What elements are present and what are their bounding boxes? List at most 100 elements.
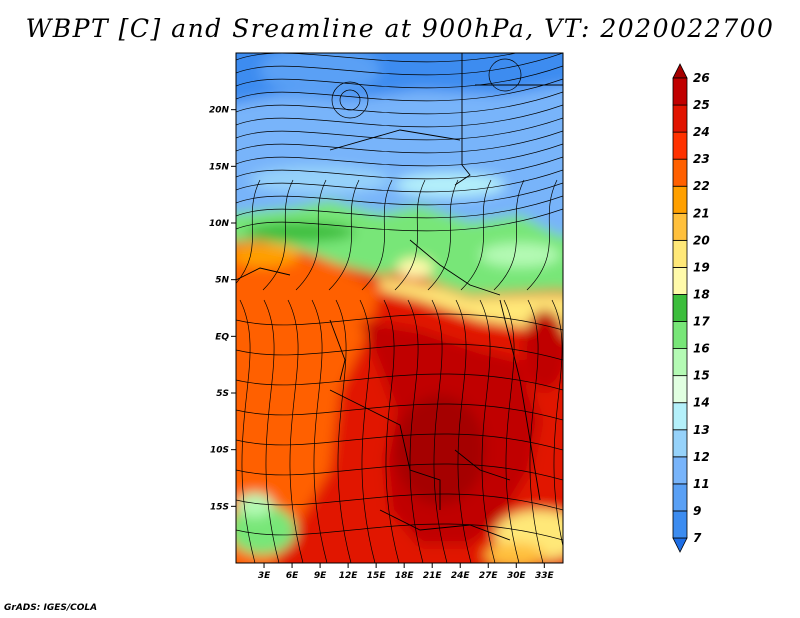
- colorbar-segment: [672, 348, 688, 377]
- colorbar-segment: [672, 239, 688, 268]
- border-line: [329, 389, 441, 510]
- longitude-axis: 3E 6E 9E 12E 15E 18E 21E 24E 27E 30E 33E: [258, 563, 555, 581]
- streamline: [503, 299, 520, 563]
- colorbar-label: 22: [693, 179, 710, 193]
- streamline: [236, 373, 563, 391]
- streamline: [236, 493, 563, 511]
- streamline: [239, 299, 256, 563]
- colorbar-segment: [672, 483, 688, 512]
- colorbar-label: 19: [693, 260, 710, 274]
- colorbar-segment: [672, 375, 688, 404]
- streamline: [460, 179, 492, 291]
- streamline: [236, 156, 563, 180]
- country-borders: [236, 53, 563, 541]
- border-line: [236, 267, 291, 281]
- colorbar: 7 9 11 12 13 14 15 16 17 18 19 20 21 22 23 24 25 26: [672, 63, 710, 553]
- streamline: [262, 179, 294, 291]
- lat-tick-label: 5N: [215, 276, 229, 286]
- colorbar-segment: [672, 212, 688, 241]
- streamline: [427, 179, 459, 291]
- border-line: [329, 319, 346, 381]
- border-line: [409, 239, 501, 296]
- lon-tick-label: 18E: [395, 571, 415, 581]
- lon-tick-label: 21E: [423, 571, 443, 581]
- streamline: [479, 299, 496, 563]
- colorbar-label: 25: [693, 98, 710, 112]
- streamline: [359, 299, 376, 563]
- colorbar-label: 13: [693, 423, 710, 437]
- colorbar-segment: [672, 321, 688, 349]
- lat-tick-label: 10N: [209, 219, 230, 229]
- lat-tick-label: 5S: [216, 389, 229, 399]
- streamline: [236, 53, 518, 63]
- streamline: [527, 299, 544, 563]
- streamline: [236, 343, 563, 361]
- colorbar-label: 24: [693, 125, 710, 139]
- streamline: [295, 179, 327, 291]
- chart-title: WBPT [C] and Sreamline at 900hPa, VT: 20…: [25, 14, 775, 43]
- lon-tick-label: 30E: [507, 571, 527, 581]
- lat-tick-label: EQ: [215, 332, 229, 342]
- streamline: [236, 433, 563, 451]
- colorbar-segment: [672, 104, 688, 133]
- streamline: [328, 179, 360, 291]
- streamline: [236, 403, 563, 421]
- streamline: [236, 195, 563, 219]
- grads-credit: GrADS: IGES/COLA: [4, 603, 98, 613]
- colorbar-segment: [672, 456, 688, 485]
- streamline: [361, 179, 393, 291]
- lat-tick-label: 10S: [210, 446, 229, 456]
- border-line: [454, 449, 511, 481]
- latitude-axis: 20N 15N 10N 5N EQ 5S 10S 15S: [209, 106, 236, 512]
- colorbar-bottom-arrow: [672, 537, 688, 553]
- shaded-blobs: [236, 53, 563, 563]
- lon-tick-label: 27E: [479, 571, 499, 581]
- streamline: [236, 104, 563, 128]
- colorbar-label: 17: [693, 315, 710, 329]
- streamline: [236, 208, 563, 232]
- streamline: [236, 463, 563, 481]
- colorbar-segment: [672, 294, 688, 322]
- wbpt-shaded-field: [236, 53, 563, 563]
- colorbar-segment: [672, 267, 688, 295]
- border-line: [499, 299, 541, 501]
- streamline: [236, 182, 563, 206]
- lon-tick-label: 24E: [451, 571, 471, 581]
- streamline: [236, 53, 563, 76]
- colorbar-label: 9: [693, 504, 701, 518]
- streamline: [236, 65, 563, 89]
- streamline: [236, 117, 563, 141]
- colorbar-segment: [672, 402, 688, 431]
- streamlines-layer: [236, 53, 563, 563]
- colorbar-segment: [672, 131, 688, 160]
- colorbar-label: 15: [693, 369, 710, 383]
- colorbar-label: 11: [693, 477, 710, 491]
- lon-tick-label: 33E: [535, 571, 555, 581]
- border-line: [329, 129, 461, 151]
- border-line: [379, 509, 511, 541]
- colorbar-segment: [672, 429, 688, 458]
- streamline: [335, 299, 352, 563]
- lon-tick-label: 6E: [286, 571, 299, 581]
- streamline: [236, 313, 563, 331]
- colorbar-label: 16: [693, 342, 710, 356]
- colorbar-segment: [672, 185, 688, 214]
- colorbar-label: 26: [693, 71, 710, 85]
- streamline: [551, 299, 563, 548]
- streamline: [236, 523, 563, 541]
- colorbar-top-arrow: [672, 63, 688, 79]
- streamline: [407, 299, 424, 563]
- lon-tick-label: 3E: [258, 571, 271, 581]
- streamline: [394, 179, 426, 291]
- colorbar-segment: [672, 158, 688, 187]
- streamline: [526, 179, 558, 291]
- colorbar-label: 23: [693, 152, 710, 166]
- border-line: [454, 53, 471, 186]
- lon-tick-label: 9E: [314, 571, 327, 581]
- colorbar-segment: [672, 510, 688, 539]
- streamline: [287, 299, 304, 563]
- streamline: [236, 91, 563, 115]
- lat-tick-label: 15S: [210, 502, 229, 512]
- colorbar-label: 12: [693, 450, 710, 464]
